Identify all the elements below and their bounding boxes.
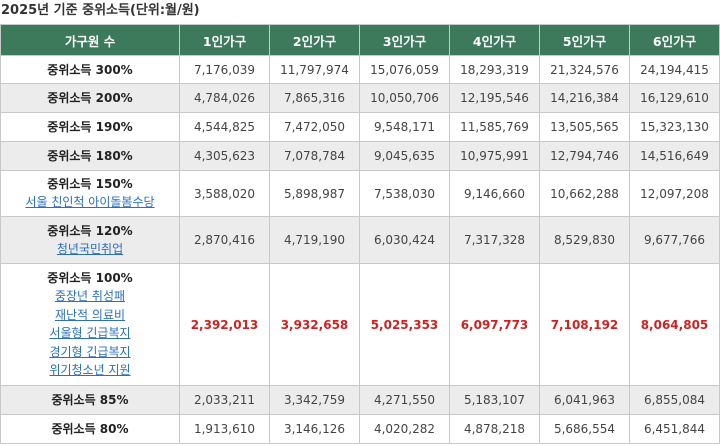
row-label: 중위소득 180% [0, 141, 180, 171]
cell-value: 18,293,319 [449, 55, 540, 84]
row-label: 중위소득 190% [0, 112, 180, 142]
row-label-cell: 중위소득 100% 중장년 취성패 재난적 의료비 서울형 긴급복지 경기형 긴… [0, 263, 180, 386]
cell-value: 12,794,746 [539, 141, 630, 171]
cell-value: 5,183,107 [449, 385, 540, 415]
program-link[interactable]: 위기청소년 지원 [49, 363, 131, 378]
table-row: 중위소득 180% 4,305,623 7,078,784 9,045,635 … [0, 141, 720, 171]
cell-value: 7,108,192 [539, 263, 630, 386]
cell-value: 3,146,126 [269, 414, 360, 444]
row-label: 중위소득 80% [0, 414, 180, 444]
cell-value: 6,451,844 [629, 414, 720, 444]
cell-value: 7,538,030 [359, 170, 450, 217]
table-row: 중위소득 150% 서울 친인척 아이돌봄수당 3,588,020 5,898,… [0, 170, 720, 217]
cell-value: 9,045,635 [359, 141, 450, 171]
cell-value: 6,855,084 [629, 385, 720, 415]
table-row: 중위소득 85% 2,033,211 3,342,759 4,271,550 5… [0, 385, 720, 415]
cell-value: 7,865,316 [269, 83, 360, 113]
header-6-person: 6인가구 [629, 24, 720, 56]
cell-value: 6,097,773 [449, 263, 540, 386]
cell-value: 6,041,963 [539, 385, 630, 415]
table-row: 중위소득 300% 7,176,039 11,797,974 15,076,05… [0, 55, 720, 84]
row-label: 중위소득 150% [47, 177, 133, 192]
cell-value: 4,544,825 [179, 112, 270, 142]
cell-value: 2,870,416 [179, 216, 270, 264]
header-2-person: 2인가구 [269, 24, 360, 56]
cell-value: 21,324,576 [539, 55, 630, 84]
row-label: 중위소득 120% [47, 223, 133, 238]
table-row: 중위소득 100% 중장년 취성패 재난적 의료비 서울형 긴급복지 경기형 긴… [0, 263, 720, 386]
cell-value: 9,146,660 [449, 170, 540, 217]
cell-value: 11,585,769 [449, 112, 540, 142]
cell-value: 8,064,805 [629, 263, 720, 386]
cell-value: 5,025,353 [359, 263, 450, 386]
cell-value: 16,129,610 [629, 83, 720, 113]
cell-value: 15,076,059 [359, 55, 450, 84]
cell-value: 10,975,991 [449, 141, 540, 171]
cell-value: 15,323,130 [629, 112, 720, 142]
cell-value: 2,392,013 [179, 263, 270, 386]
row-label: 중위소득 300% [0, 55, 180, 84]
program-link[interactable]: 재난적 의료비 [54, 307, 126, 322]
cell-value: 24,194,415 [629, 55, 720, 84]
cell-value: 10,050,706 [359, 83, 450, 113]
cell-value: 2,033,211 [179, 385, 270, 415]
program-link[interactable]: 서울형 긴급복지 [49, 326, 131, 341]
header-1-person: 1인가구 [179, 24, 270, 56]
cell-value: 13,505,565 [539, 112, 630, 142]
cell-value: 12,195,546 [449, 83, 540, 113]
cell-value: 8,529,830 [539, 216, 630, 264]
row-label-cell: 중위소득 150% 서울 친인척 아이돌봄수당 [0, 170, 180, 217]
header-3-person: 3인가구 [359, 24, 450, 56]
cell-value: 7,078,784 [269, 141, 360, 171]
cell-value: 4,878,218 [449, 414, 540, 444]
header-household-size: 가구원 수 [0, 24, 180, 56]
cell-value: 7,317,328 [449, 216, 540, 264]
cell-value: 3,342,759 [269, 385, 360, 415]
cell-value: 9,548,171 [359, 112, 450, 142]
program-link[interactable]: 중장년 취성패 [54, 289, 126, 304]
cell-value: 9,677,766 [629, 216, 720, 264]
cell-value: 7,176,039 [179, 55, 270, 84]
cell-value: 6,030,424 [359, 216, 450, 264]
cell-value: 7,472,050 [269, 112, 360, 142]
table-row: 중위소득 120% 청년국민취업 2,870,416 4,719,190 6,0… [0, 216, 720, 264]
cell-value: 4,020,282 [359, 414, 450, 444]
cell-value: 14,216,384 [539, 83, 630, 113]
cell-value: 4,271,550 [359, 385, 450, 415]
row-label: 중위소득 200% [0, 83, 180, 113]
row-label-cell: 중위소득 120% 청년국민취업 [0, 216, 180, 264]
cell-value: 3,932,658 [269, 263, 360, 386]
header-row: 가구원 수 1인가구 2인가구 3인가구 4인가구 5인가구 6인가구 [0, 24, 720, 56]
table-row: 중위소득 200% 4,784,026 7,865,316 10,050,706… [0, 83, 720, 113]
header-4-person: 4인가구 [449, 24, 540, 56]
table-title: 2025년 기준 중위소득(단위:월/원) [1, 3, 200, 18]
table-row: 중위소득 80% 1,913,610 3,146,126 4,020,282 4… [0, 414, 720, 444]
cell-value: 11,797,974 [269, 55, 360, 84]
cell-value: 1,913,610 [179, 414, 270, 444]
cell-value: 3,588,020 [179, 170, 270, 217]
header-5-person: 5인가구 [539, 24, 630, 56]
program-link[interactable]: 경기형 긴급복지 [49, 344, 131, 359]
cell-value: 4,719,190 [269, 216, 360, 264]
program-link[interactable]: 서울 친인척 아이돌봄수당 [25, 195, 155, 210]
cell-value: 5,686,554 [539, 414, 630, 444]
cell-value: 14,516,649 [629, 141, 720, 171]
median-income-table: 가구원 수 1인가구 2인가구 3인가구 4인가구 5인가구 6인가구 중위소득… [0, 24, 720, 444]
cell-value: 10,662,288 [539, 170, 630, 217]
row-label: 중위소득 100% [47, 271, 133, 286]
row-label: 중위소득 85% [0, 385, 180, 415]
cell-value: 12,097,208 [629, 170, 720, 217]
table-row: 중위소득 190% 4,544,825 7,472,050 9,548,171 … [0, 112, 720, 142]
cell-value: 4,305,623 [179, 141, 270, 171]
program-link[interactable]: 청년국민취업 [56, 241, 124, 256]
cell-value: 5,898,987 [269, 170, 360, 217]
cell-value: 4,784,026 [179, 83, 270, 113]
